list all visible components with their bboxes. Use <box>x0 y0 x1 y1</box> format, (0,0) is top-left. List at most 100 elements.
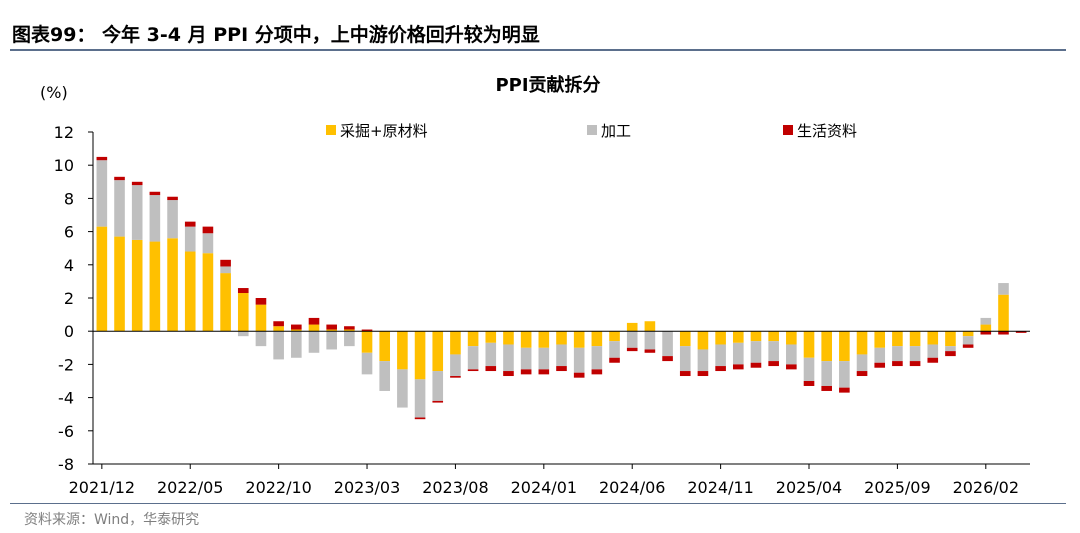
bar-segment-s0-2023/04 <box>379 331 391 362</box>
x-tick-label: 2021/12 <box>69 478 135 497</box>
bar-segment-s1-2025/06 <box>839 361 850 388</box>
bar-segment-s1-2024/05 <box>609 341 620 358</box>
bar-segment-s0-2022/04 <box>167 238 178 332</box>
bar-segment-s2-2025/07 <box>856 371 868 377</box>
bar-segment-s2-2023/01 <box>326 324 337 330</box>
bar-segment-s1-2023/09 <box>467 346 479 370</box>
y-tick-label: -6 <box>58 422 74 441</box>
bar-segment-s2-2024/02 <box>556 366 567 372</box>
bar-segment-s1-2022/03 <box>149 195 161 242</box>
bar-segment-s2-2025/03 <box>786 364 797 370</box>
bar-segment-s2-2025/09 <box>892 361 903 367</box>
bar-segment-s2-2023/06 <box>414 417 426 420</box>
bar-segment-s2-2022/12 <box>308 317 320 325</box>
bar-segment-s0-2024/12 <box>732 331 744 343</box>
bar-segment-s0-2022/09 <box>255 304 267 332</box>
bar-segment-s0-2022/06 <box>202 253 214 332</box>
bar-segment-s1-2026/02 <box>980 317 992 325</box>
bar-segment-s0-2025/04 <box>803 331 815 358</box>
x-tick-label: 2025/09 <box>864 478 930 497</box>
bar-segment-s2-2022/10 <box>273 321 284 327</box>
bar-segment-s1-2023/12 <box>520 347 532 370</box>
x-tick-label: 2025/04 <box>776 478 842 497</box>
bar-segment-s2-2022/08 <box>237 288 249 294</box>
bar-segment-s1-2025/02 <box>768 341 779 362</box>
bar-segment-s0-2022/03 <box>149 241 161 332</box>
bar-segment-s0-2024/07 <box>644 321 656 332</box>
bar-segment-s0-2025/02 <box>768 331 779 342</box>
bar-segment-s2-2022/07 <box>220 259 231 267</box>
bar-segment-s2-2024/11 <box>715 366 726 372</box>
y-tick-label: 8 <box>64 189 74 208</box>
bar-segment-s2-2022/06 <box>202 226 214 234</box>
bar-segment-s0-2026/03 <box>998 294 1009 332</box>
bar-segment-s1-2023/01 <box>326 331 337 350</box>
bar-segment-s1-2024/04 <box>591 346 603 370</box>
bar-segment-s1-2023/03 <box>361 352 373 375</box>
x-tick-label: 2022/05 <box>157 478 223 497</box>
bar-segment-s2-2024/01 <box>538 369 550 375</box>
axes <box>92 132 1030 465</box>
bar-segment-s0-2025/05 <box>821 331 832 362</box>
bar-segment-s1-2023/07 <box>432 371 444 401</box>
bar-segment-s2-2025/01 <box>750 362 762 368</box>
bar-segment-s2-2022/09 <box>255 298 267 305</box>
bar-segment-s0-2024/04 <box>591 331 603 347</box>
chart-title: PPI贡献拆分 <box>495 74 600 96</box>
bar-segment-s2-2025/11 <box>927 357 939 363</box>
x-tick-label: 2024/06 <box>599 478 665 497</box>
y-tick-label: 2 <box>64 289 74 308</box>
bar-segment-s2-2025/08 <box>874 362 886 368</box>
bar-segment-s2-2022/02 <box>131 181 143 186</box>
bar-segment-s0-2023/06 <box>414 331 426 380</box>
bar-segment-s0-2022/12 <box>308 324 320 332</box>
bar-segment-s0-2023/03 <box>361 331 373 353</box>
bar-segment-s1-2024/07 <box>644 331 656 350</box>
bar-segment-s2-2021/12 <box>96 156 108 161</box>
bar-segment-s1-2023/02 <box>344 331 355 347</box>
y-tick-label: -2 <box>58 355 74 374</box>
y-tick-label: 10 <box>54 156 74 175</box>
bar-segment-s2-2026/04 <box>1015 331 1027 333</box>
bar-segment-s1-2024/03 <box>573 347 585 373</box>
bar-segment-s0-2024/10 <box>697 331 709 350</box>
bar-segment-s1-2025/04 <box>803 357 815 381</box>
bar-segment-s2-2025/05 <box>821 385 832 391</box>
bar-segment-s2-2024/07 <box>644 349 656 353</box>
bar-segment-s0-2023/01 <box>326 329 337 332</box>
bars <box>96 156 1027 420</box>
y-tick-label: 6 <box>64 223 74 242</box>
bar-segment-s0-2024/05 <box>609 331 620 342</box>
bar-segment-s2-2025/02 <box>768 361 779 367</box>
bar-segment-s0-2023/09 <box>467 331 479 347</box>
bar-segment-s1-2025/12 <box>945 346 956 352</box>
bar-segment-s0-2024/06 <box>626 322 638 332</box>
bar-segment-s1-2022/06 <box>202 233 214 254</box>
bar-segment-s0-2023/10 <box>485 331 497 343</box>
bar-segment-s2-2024/05 <box>609 357 620 363</box>
bar-segment-s2-2026/03 <box>998 331 1009 335</box>
bar-segment-s2-2022/01 <box>114 176 125 181</box>
bar-segment-s1-2022/01 <box>114 180 125 237</box>
x-tick-label: 2026/02 <box>953 478 1019 497</box>
bar-segment-s0-2025/01 <box>750 331 762 342</box>
bar-segment-s0-2025/11 <box>927 331 939 345</box>
bar-segment-s2-2023/10 <box>485 366 497 372</box>
bar-segment-s0-2024/11 <box>715 331 726 345</box>
bar-segment-s0-2024/01 <box>538 331 550 348</box>
legend-label-0: 采掘+原材料 <box>340 122 428 140</box>
bar-segment-s1-2022/12 <box>308 331 320 353</box>
bar-segment-s1-2022/04 <box>167 200 178 239</box>
bar-segment-s0-2024/03 <box>573 331 585 348</box>
bar-segment-s0-2022/05 <box>184 251 196 332</box>
bar-segment-s2-2024/09 <box>679 371 691 377</box>
bar-segment-s2-2024/10 <box>697 371 709 377</box>
bar-segment-s0-2025/12 <box>945 331 956 347</box>
bar-segment-s2-2023/02 <box>344 326 355 330</box>
bar-segment-s0-2025/09 <box>892 331 903 347</box>
legend-swatch-0 <box>326 125 336 135</box>
x-tick-label: 2024/01 <box>511 478 577 497</box>
x-ticks: 2021/12 2022/05 2022/10 2023/03 2023/08 2024/… <box>69 464 1019 497</box>
bar-segment-s2-2025/12 <box>945 351 956 357</box>
bar-segment-s1-2024/11 <box>715 344 726 367</box>
